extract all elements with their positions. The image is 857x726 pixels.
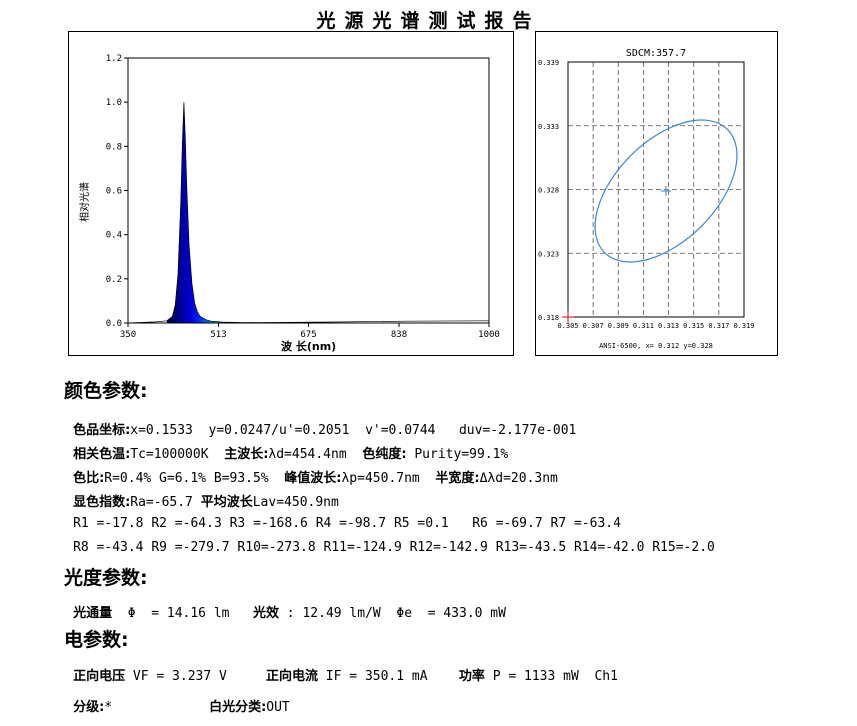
avg-wl-value: Lav=450.9nm — [252, 495, 339, 510]
cct-row: 相关色温:Tc=100000K 主波长:λd=454.4nm 色纯度: Puri… — [64, 428, 508, 462]
cie-chart: SDCM:357.7 0.305 0.307 0.309 0.311 0.313 0.31… — [538, 48, 755, 350]
cie-xtick-label: 0.307 — [583, 322, 604, 330]
spectrum-line — [127, 102, 490, 324]
white-class-label: 白光分类: — [209, 700, 267, 715]
purity-label: 色纯度: — [362, 447, 407, 462]
peak-wl-value: λp=450.7nm — [341, 471, 436, 486]
grade-label: 分级: — [73, 700, 105, 715]
cie-xtick-label: 0.311 — [633, 322, 654, 330]
cie-ytick-label: 0.318 — [538, 314, 559, 322]
flux-label: 光通量 — [73, 606, 113, 621]
spectrum-plot-frame — [127, 57, 490, 324]
cct-label: 相关色温: — [73, 447, 131, 462]
electrical-row: 正向电压 VF = 3.237 V 正向电流 IF = 350.1 mA 功率 … — [64, 650, 618, 684]
color-ratio-value: R=0.4% G=6.1% B=93.5% — [104, 471, 285, 486]
cri-value: Ra=-65.7 — [130, 495, 201, 510]
vf-value: VF = 3.237 V — [125, 669, 266, 684]
grade-row: 分级:* — [64, 681, 112, 715]
white-class-value: OUT — [266, 700, 290, 715]
cie-plot-frame — [567, 61, 745, 318]
cct-value: Tc=100000K — [130, 447, 225, 462]
spectrum-xlabel: 波 长(nm) — [281, 339, 336, 353]
origin-marker — [562, 311, 574, 323]
if-label: 正向电流 — [265, 669, 318, 684]
color-ratio-label: 色比: — [73, 471, 105, 486]
dominant-wl-value: λd=454.4nm — [268, 447, 363, 462]
purity-value: Purity=99.1% — [406, 447, 509, 462]
cie-title: SDCM:357.7 — [626, 48, 686, 59]
cie-xtick-label: 0.317 — [708, 322, 729, 330]
r-values-row-1: R1 =-17.8 R2 =-64.3 R3 =-168.6 R4 =-98.7… — [64, 501, 621, 531]
spectrum-ytick-label: 0.4 — [106, 231, 122, 241]
r-values-2: R8 =-43.4 R9 =-279.7 R10=-273.8 R11=-124… — [73, 540, 715, 555]
cie-xtick-label: 0.313 — [658, 322, 679, 330]
spectrum-ytick-label: 0.8 — [106, 142, 122, 152]
cie-xtick-label: 0.305 — [557, 322, 578, 330]
fwhm-value: Δλd=20.3nm — [479, 471, 558, 486]
spectrum-xtick-label: 513 — [210, 330, 226, 340]
spectrum-xtick-label: 1000 — [478, 330, 500, 340]
r-values-row-2: R8 =-43.4 R9 =-279.7 R10=-273.8 R11=-124… — [64, 525, 715, 555]
cie-panel: SDCM:357.7 0.305 0.307 0.309 0.311 0.313 0.31… — [535, 31, 778, 356]
flux-row: 光通量 Φ = 14.16 lm 光效 : 12.49 lm/W Φe = 43… — [64, 587, 506, 621]
dominant-wl-label: 主波长: — [224, 447, 269, 462]
cri-label: 显色指数: — [73, 495, 131, 510]
cie-footer: ANSI-6500, x= 0.312 y=0.328 — [599, 342, 713, 350]
chromaticity-label: 色品坐标: — [73, 423, 131, 438]
report-title: 光源光谱测试报告 — [316, 10, 541, 32]
cie-ytick-label: 0.323 — [538, 250, 559, 258]
chromaticity-value: x=0.1533 y=0.0247/u'=0.2051 v'=0.0744 du… — [130, 423, 577, 438]
spectrum-ytick-label: 0.6 — [106, 187, 122, 197]
spectrum-xtick-label: 838 — [391, 330, 407, 340]
power-label: 功率 — [458, 669, 485, 684]
spectrum-xtick-label: 350 — [120, 330, 136, 340]
spectrum-ylabel: 相对光谱 — [78, 182, 91, 222]
color-params-heading: 颜色参数: — [64, 380, 148, 402]
cie-xtick-label: 0.315 — [683, 322, 704, 330]
spectrum-xtick-label: 675 — [300, 330, 316, 340]
spectrum-ytick-label: 0.0 — [106, 319, 122, 329]
white-class-row: 白光分类:OUT — [200, 681, 290, 715]
flux-value: Φ = 14.16 lm — [112, 606, 253, 621]
avg-wl-label: 平均波长 — [200, 495, 253, 510]
spectrum-panel: 0.0 0.2 0.4 0.6 0.8 1.0 1.2 350 513 675 838 1000 相对… — [68, 31, 514, 356]
cie-ytick-label: 0.333 — [538, 123, 559, 131]
chromaticity-row: 色品坐标:x=0.1533 y=0.0247/u'=0.2051 v'=0.07… — [64, 404, 576, 438]
fwhm-label: 半宽度: — [435, 471, 480, 486]
macadam-ellipse — [594, 119, 738, 263]
spectrum-ytick-label: 0.2 — [106, 275, 122, 285]
if-value: IF = 350.1 mA — [317, 669, 459, 684]
photo-params-heading: 光度参数: — [64, 567, 148, 589]
cie-ytick-label: 0.339 — [538, 59, 559, 67]
vf-label: 正向电压 — [73, 669, 126, 684]
spectrum-chart: 0.0 0.2 0.4 0.6 0.8 1.0 1.2 350 513 675 838 1000 相对… — [78, 54, 500, 353]
ellipse-center-marker — [661, 186, 671, 196]
cie-xtick-label: 0.319 — [733, 322, 754, 330]
spectrum-area — [166, 102, 223, 323]
peak-wl-label: 峰值波长: — [284, 471, 342, 486]
color-ratio-row: 色比:R=0.4% G=6.1% B=93.5% 峰值波长:λp=450.7nm… — [64, 452, 558, 486]
power-value: P = 1133 mW Ch1 — [484, 669, 618, 684]
efficacy-value: : 12.49 lm/W Φe = 433.0 mW — [278, 606, 506, 621]
spectrum-ytick-label: 1.0 — [106, 98, 122, 108]
cie-xtick-label: 0.309 — [608, 322, 629, 330]
grade-value: * — [104, 700, 113, 715]
r-values-1: R1 =-17.8 R2 =-64.3 R3 =-168.6 R4 =-98.7… — [73, 516, 621, 531]
spectrum-ytick-label: 1.2 — [106, 54, 122, 64]
cie-ytick-label: 0.328 — [538, 187, 559, 195]
elec-params-heading: 电参数: — [64, 629, 129, 651]
cri-row: 显色指数:Ra=-65.7 平均波长Lav=450.9nm — [64, 476, 339, 510]
efficacy-label: 光效 — [252, 606, 279, 621]
